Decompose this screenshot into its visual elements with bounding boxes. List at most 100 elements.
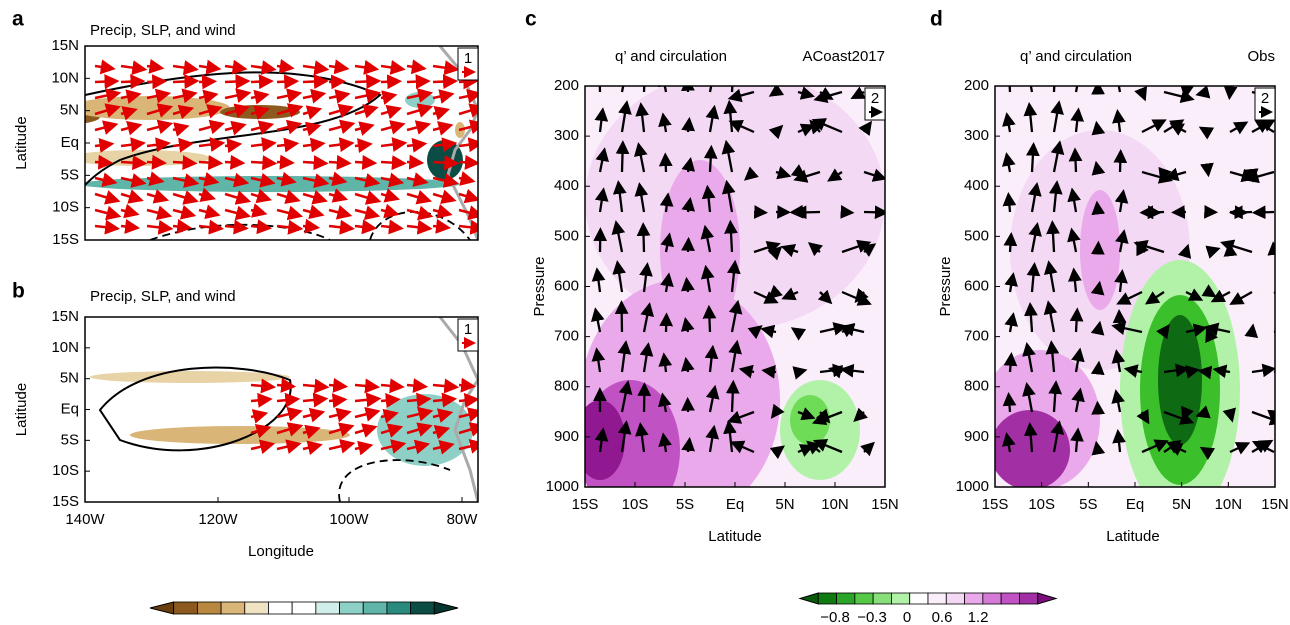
y-tick-label: 10N: [51, 69, 79, 86]
wind-arrow: [380, 408, 399, 424]
wind-arrow: [172, 155, 198, 171]
wind-arrow: [250, 74, 274, 90]
circulation-arrow: [705, 384, 720, 413]
colorbar-swatch: [362, 601, 388, 615]
circulation-arrow: [1141, 119, 1167, 134]
circulation-arrow: [728, 339, 742, 373]
wind-arrow: [198, 204, 221, 220]
circulation-arrow: [1229, 121, 1249, 135]
wind-arrow: [198, 74, 218, 90]
circulation-arrow: [1050, 100, 1064, 133]
circulation-arrow: [721, 179, 736, 213]
wind-arrow: [328, 74, 347, 90]
wind-arrow: [276, 219, 304, 235]
circulation-arrow: [681, 86, 695, 93]
circulation-arrow: [1028, 181, 1042, 213]
x-tick-label: 10S: [622, 496, 649, 513]
colorbar-tick-label: 5: [400, 623, 408, 625]
circulation-arrow: [658, 352, 673, 373]
wind-arrow: [302, 105, 323, 120]
circulation-arrow: [1070, 107, 1085, 133]
circulation-arrow: [780, 244, 799, 258]
y-tick-label: 200: [964, 77, 989, 94]
circulation-arrow: [1026, 141, 1040, 173]
reference-vector: 1: [464, 321, 472, 338]
circulation-arrow: [1112, 109, 1126, 133]
circulation-arrow: [1273, 370, 1275, 374]
colorbar-swatch: [836, 592, 856, 605]
x-tick-label: 100W: [329, 511, 369, 528]
wind-arrow: [458, 188, 478, 204]
circulation-arrow: [1091, 440, 1106, 456]
wind-arrow: [380, 439, 407, 454]
colorbar-end: [798, 592, 819, 605]
y-tick-label: 700: [554, 328, 579, 345]
circulation-arrow: [728, 299, 743, 333]
shading: [660, 160, 740, 340]
wind-arrow: [406, 422, 433, 437]
circulation-arrow: [724, 219, 738, 253]
wind-arrow: [94, 154, 114, 170]
y-tick-label: 800: [964, 378, 989, 395]
wind-arrow: [380, 423, 404, 438]
wind-arrow: [380, 90, 398, 105]
wind-arrow: [198, 59, 222, 75]
colorbar-swatch: [982, 592, 1002, 605]
circulation-arrow: [1185, 288, 1204, 301]
y-tick-label: 15S: [52, 493, 79, 510]
wind-arrow: [432, 408, 454, 423]
circulation-arrow: [1228, 205, 1253, 220]
wind-arrow: [276, 377, 297, 393]
colorbar-end: [149, 601, 175, 615]
colorbar-swatch: [339, 601, 364, 615]
x-tick-label: 5N: [775, 496, 794, 513]
wind-arrow: [354, 378, 381, 394]
wind-arrow: [432, 204, 453, 219]
wind-arrow: [250, 60, 277, 75]
wind-arrow: [276, 58, 295, 74]
wind-arrow: [120, 120, 143, 136]
wind-arrow: [120, 106, 138, 121]
wind-arrow: [458, 154, 478, 170]
colorbar-swatch: [964, 592, 984, 605]
wind-arrow: [120, 219, 141, 234]
circulation-arrow: [658, 86, 672, 93]
panel-label: d: [930, 8, 943, 31]
wind-arrow: [458, 439, 478, 454]
circulation-arrow: [768, 124, 784, 140]
circulation-arrow: [858, 120, 873, 136]
circulation-arrow: [760, 324, 777, 339]
circulation-arrow: [1002, 192, 1017, 213]
circulation-arrow: [595, 147, 610, 173]
wind-arrow: [380, 74, 403, 90]
circulation-arrow: [767, 245, 783, 261]
wind-arrow: [354, 74, 382, 90]
wind-arrow: [94, 103, 121, 118]
circulation-arrow: [640, 302, 655, 333]
wind-arrow: [380, 219, 404, 235]
colorbar-swatch: [173, 601, 198, 615]
wind-arrow: [302, 74, 329, 90]
circulation-arrow: [700, 224, 715, 253]
wind-arrow: [328, 89, 351, 104]
wind-arrow: [328, 407, 352, 423]
wind-arrow: [380, 378, 405, 394]
circulation-arrow: [658, 392, 672, 413]
circulation-arrow: [594, 107, 609, 133]
y-tick-label: Eq: [61, 134, 79, 151]
wind-arrow: [302, 173, 330, 188]
circulation-arrow: [1091, 120, 1106, 136]
y-tick-label: 400: [554, 177, 579, 194]
wind-arrow: [354, 392, 382, 408]
colorbar-swatch: [244, 601, 269, 615]
wind-arrow: [432, 218, 452, 234]
circulation-arrow: [1067, 227, 1081, 253]
circulation-arrow: [594, 427, 609, 453]
wind-arrow: [354, 154, 378, 170]
y-tick-label: 600: [964, 277, 989, 294]
circulation-arrow: [681, 116, 696, 133]
wind-arrow: [432, 106, 451, 121]
colorbar-tick-label: −3: [169, 623, 186, 625]
circulation-arrow: [1090, 280, 1105, 296]
wind-arrow: [380, 393, 401, 408]
